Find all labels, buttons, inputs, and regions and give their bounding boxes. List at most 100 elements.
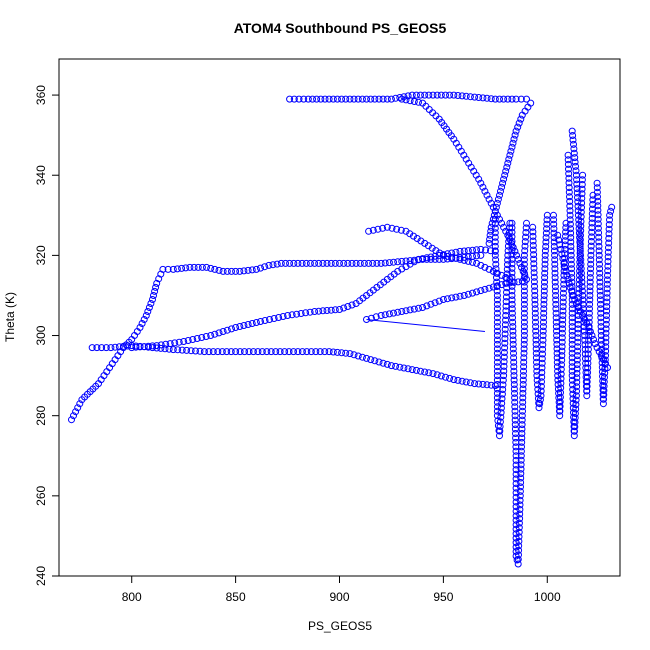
- data-point: [358, 95, 366, 103]
- data-point: [532, 332, 540, 339]
- data-point: [432, 247, 440, 255]
- data-point: [579, 296, 587, 304]
- data-point: [498, 390, 506, 398]
- data-point: [304, 95, 312, 103]
- data-point: [187, 347, 195, 355]
- data-point: [531, 292, 539, 299]
- data-point: [538, 378, 545, 386]
- data-point: [516, 501, 524, 509]
- data-point: [600, 395, 608, 403]
- data-point: [223, 267, 231, 275]
- data-point: [202, 333, 210, 340]
- data-point: [321, 95, 329, 103]
- data-point: [516, 487, 524, 495]
- data-point: [566, 283, 574, 291]
- data-point: [538, 373, 546, 381]
- data-point: [606, 211, 614, 219]
- data-point: [207, 264, 215, 272]
- data-point: [536, 396, 544, 404]
- data-point: [236, 348, 244, 356]
- data-point: [369, 226, 377, 234]
- data-point: [574, 211, 582, 219]
- data-point: [88, 344, 96, 352]
- data-point: [500, 362, 508, 370]
- data-point: [516, 515, 524, 523]
- data-point: [340, 304, 348, 312]
- data-point: [452, 248, 460, 256]
- data-point: [508, 251, 516, 259]
- data-point: [390, 309, 397, 317]
- data-point: [541, 278, 548, 286]
- data-point: [517, 115, 525, 123]
- data-point: [128, 342, 136, 350]
- data-point: [511, 403, 519, 411]
- data-point: [499, 179, 507, 187]
- data-point: [603, 285, 611, 293]
- data-point: [481, 187, 489, 195]
- data-point: [450, 91, 458, 99]
- data-point: [587, 260, 595, 268]
- data-point: [531, 287, 539, 295]
- data-point: [205, 348, 213, 356]
- data-point: [559, 325, 566, 333]
- data-point: [596, 283, 604, 291]
- data-point: [223, 348, 231, 356]
- data-point: [511, 421, 519, 429]
- data-point: [520, 358, 528, 366]
- data-point: [244, 266, 252, 274]
- data-point: [379, 359, 387, 367]
- data-point: [602, 338, 610, 346]
- data-point: [493, 340, 501, 348]
- data-point: [565, 174, 573, 182]
- data-point: [587, 238, 595, 245]
- data-point: [428, 244, 436, 252]
- data-point: [550, 225, 558, 233]
- data-point: [169, 346, 177, 354]
- data-point: [493, 296, 501, 304]
- data-point: [385, 259, 393, 267]
- data-point: [578, 185, 586, 193]
- data-point: [74, 404, 82, 412]
- data-point: [522, 233, 530, 241]
- data-point: [501, 339, 509, 347]
- data-point: [214, 348, 222, 356]
- data-point: [588, 233, 596, 241]
- data-point: [604, 258, 612, 265]
- data-point: [149, 296, 156, 303]
- data-point: [573, 365, 581, 373]
- data-point: [538, 364, 546, 372]
- data-point: [573, 185, 581, 193]
- data-point: [424, 242, 432, 250]
- data-point: [574, 198, 582, 206]
- data-point: [575, 229, 583, 237]
- data-point: [227, 348, 235, 356]
- data-point: [406, 230, 414, 238]
- data-point: [574, 334, 582, 342]
- data-point: [537, 382, 545, 390]
- data-point: [574, 207, 582, 215]
- data-point: [307, 348, 315, 356]
- data-point: [518, 434, 526, 442]
- data-point: [248, 320, 256, 327]
- data-point: [505, 238, 513, 246]
- data-point: [520, 336, 528, 344]
- data-point: [586, 278, 594, 286]
- data-point: [493, 336, 501, 344]
- data-point: [569, 292, 577, 299]
- data-point: [504, 261, 511, 269]
- data-point: [596, 260, 603, 268]
- data-point: [128, 344, 136, 352]
- data-point: [503, 275, 511, 282]
- data-point: [379, 95, 387, 103]
- data-point: [346, 95, 354, 103]
- data-point: [572, 300, 580, 307]
- data-point: [498, 183, 506, 191]
- data-point: [599, 356, 607, 364]
- data-point: [540, 314, 548, 322]
- data-point: [439, 296, 447, 303]
- data-point: [520, 300, 528, 308]
- data-point: [450, 376, 458, 384]
- data-point: [602, 320, 610, 328]
- data-point: [508, 95, 516, 103]
- data-point: [496, 432, 503, 440]
